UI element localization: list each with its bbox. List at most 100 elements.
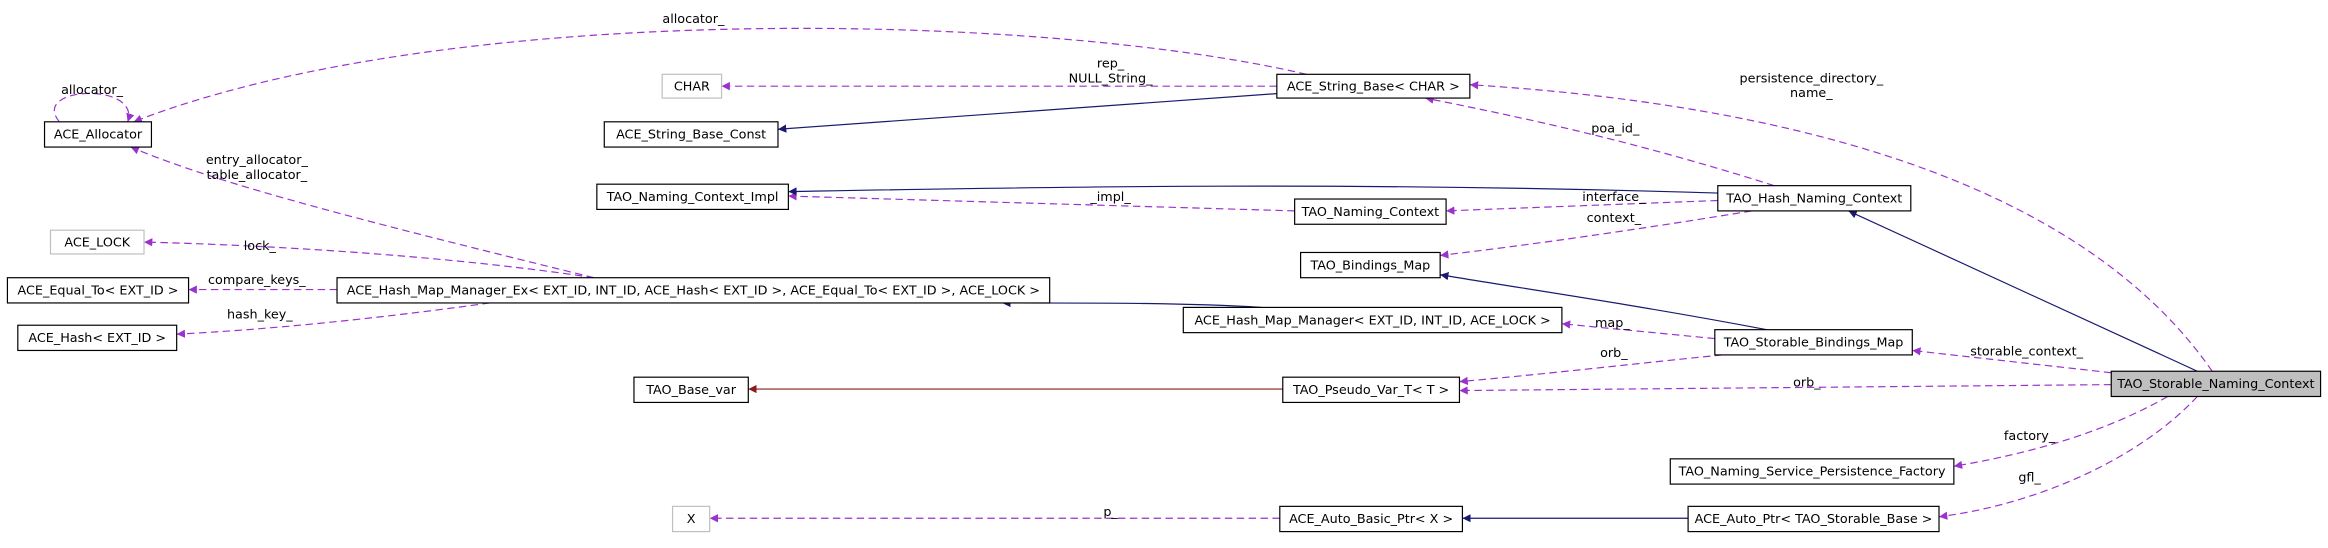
edge	[133, 27, 1307, 123]
class-node: TAO_Storable_Naming_Context	[2110, 370, 2322, 398]
inheritance-edge	[788, 185, 1718, 196]
node-box	[2110, 370, 2322, 398]
node-label: ACE_Auto_Basic_Ptr< X >	[1289, 512, 1453, 527]
node-label: ACE_LOCK	[64, 235, 130, 250]
class-node: ACE_Auto_Basic_Ptr< X >	[1279, 505, 1464, 533]
edge-label: factory_	[2004, 429, 2056, 444]
edge-label: persistence_directory_	[1740, 71, 1884, 86]
edge-label: table_allocator_	[207, 168, 308, 183]
edge	[1440, 210, 1753, 259]
class-node: TAO_Storable_Bindings_Map	[1714, 329, 1913, 356]
edge-label: rep_	[1097, 56, 1125, 71]
node-label: TAO_Naming_Context_Impl	[606, 190, 779, 205]
class-node: TAO_Pseudo_Var_T< T >	[1282, 376, 1461, 404]
node-label: TAO_Base_var	[645, 383, 736, 398]
node-box	[336, 277, 1051, 304]
node-label: ACE_Hash_Map_Manager< EXT_ID, INT_ID, AC…	[1194, 313, 1550, 328]
edge-label: hash_key_	[227, 307, 293, 322]
edge	[1459, 354, 1723, 386]
node-box	[43, 121, 153, 148]
edge-label: orb_	[1793, 376, 1821, 391]
node-box	[1299, 251, 1441, 279]
class-node: ACE_Equal_To< EXT_ID >	[6, 277, 190, 304]
edge-label: map_	[1595, 316, 1630, 331]
edge	[1446, 199, 1718, 215]
edge	[788, 192, 1295, 212]
node-label: ACE_Allocator	[54, 128, 143, 143]
edge-label: compare_keys_	[208, 273, 306, 288]
edge-label: context_	[1587, 211, 1642, 226]
class-node: ACE_Hash< EXT_ID >	[17, 324, 178, 352]
edge-labels: allocator_ allocator_ rep_NULL_String_ pers…	[61, 12, 2084, 520]
node-box	[661, 73, 723, 99]
inheritance-edge	[1440, 272, 1767, 331]
class-node: TAO_Hash_Naming_Context	[1717, 185, 1912, 212]
edge	[1912, 347, 2112, 374]
class-node: ACE_Hash_Map_Manager< EXT_ID, INT_ID, AC…	[1182, 306, 1563, 334]
edge	[1469, 81, 2213, 372]
edge-label: _impl_	[1089, 190, 1131, 205]
node-label: ACE_String_Base< CHAR >	[1287, 79, 1460, 94]
node-box	[633, 376, 749, 404]
edge-label: poa_id_	[1591, 122, 1640, 137]
node-box	[1669, 458, 1955, 485]
class-node: ACE_String_Base_Const	[603, 121, 779, 148]
node-label: CHAR	[674, 79, 710, 94]
inheritance-edge	[777, 93, 1277, 133]
edge	[176, 302, 491, 338]
edge	[130, 146, 595, 279]
edges	[53, 27, 2213, 523]
class-node: ACE_Hash_Map_Manager_Ex< EXT_ID, INT_ID,…	[336, 277, 1051, 304]
node-label: TAO_Storable_Bindings_Map	[1723, 336, 1904, 351]
node-label: TAO_Naming_Context	[1301, 205, 1440, 220]
edge-label: orb_	[1600, 346, 1628, 361]
node-label: ACE_Hash_Map_Manager_Ex< EXT_ID, INT_ID,…	[347, 284, 1040, 299]
edge-label: gfl_	[2018, 471, 2041, 486]
inheritance-edge	[1848, 210, 2198, 372]
class-node: TAO_Naming_Context	[1294, 198, 1447, 225]
node-box	[603, 121, 779, 148]
inheritance-edge	[1002, 298, 1263, 308]
class-node: ACE_String_Base< CHAR >	[1276, 73, 1471, 99]
edge-label: p_	[1103, 505, 1118, 520]
class-node: ACE_LOCK	[49, 229, 145, 255]
nodes: ACE_Allocator CHAR ACE_String_Base< CHAR >…	[6, 73, 2322, 533]
node-label: TAO_Bindings_Map	[1309, 258, 1430, 273]
node-label: ACE_Hash< EXT_ID >	[28, 331, 166, 346]
node-label: ACE_Auto_Ptr< TAO_Storable_Base >	[1695, 512, 1933, 527]
class-node: TAO_Base_var	[633, 376, 749, 404]
node-box	[1276, 73, 1471, 99]
node-box	[596, 183, 789, 211]
node-box	[1717, 185, 1912, 212]
edge-label: allocator_	[61, 83, 124, 98]
node-box	[1687, 505, 1940, 533]
edge	[1938, 396, 2198, 520]
node-label: TAO_Storable_Naming_Context	[2116, 377, 2314, 392]
edge-label: entry_allocator_	[206, 153, 309, 168]
node-label: X	[687, 512, 696, 527]
edge	[1953, 395, 2168, 470]
class-node: CHAR	[661, 73, 723, 99]
node-box	[1282, 376, 1461, 404]
edge-label: NULL_String_	[1069, 71, 1154, 86]
edge	[53, 92, 135, 123]
node-label: ACE_String_Base_Const	[616, 128, 766, 143]
class-node: ACE_Auto_Ptr< TAO_Storable_Base >	[1687, 505, 1940, 533]
edge-label: allocator_	[662, 12, 725, 27]
node-label: TAO_Pseudo_Var_T< T >	[1292, 383, 1449, 398]
class-node: TAO_Naming_Context_Impl	[596, 183, 789, 211]
node-box	[671, 505, 711, 533]
edge	[1561, 320, 1715, 340]
node-box	[1279, 505, 1464, 533]
class-node: ACE_Allocator	[43, 121, 153, 148]
edge	[144, 238, 594, 279]
node-label: ACE_Equal_To< EXT_ID >	[17, 284, 178, 299]
class-node: TAO_Naming_Service_Persistence_Factory	[1669, 458, 1955, 485]
node-box	[17, 324, 178, 352]
edge-label: name_	[1790, 86, 1833, 101]
node-label: TAO_Naming_Service_Persistence_Factory	[1678, 465, 1946, 480]
class-node: X	[671, 505, 711, 533]
edge-label: interface_	[1582, 190, 1646, 205]
edge	[1425, 95, 1775, 187]
